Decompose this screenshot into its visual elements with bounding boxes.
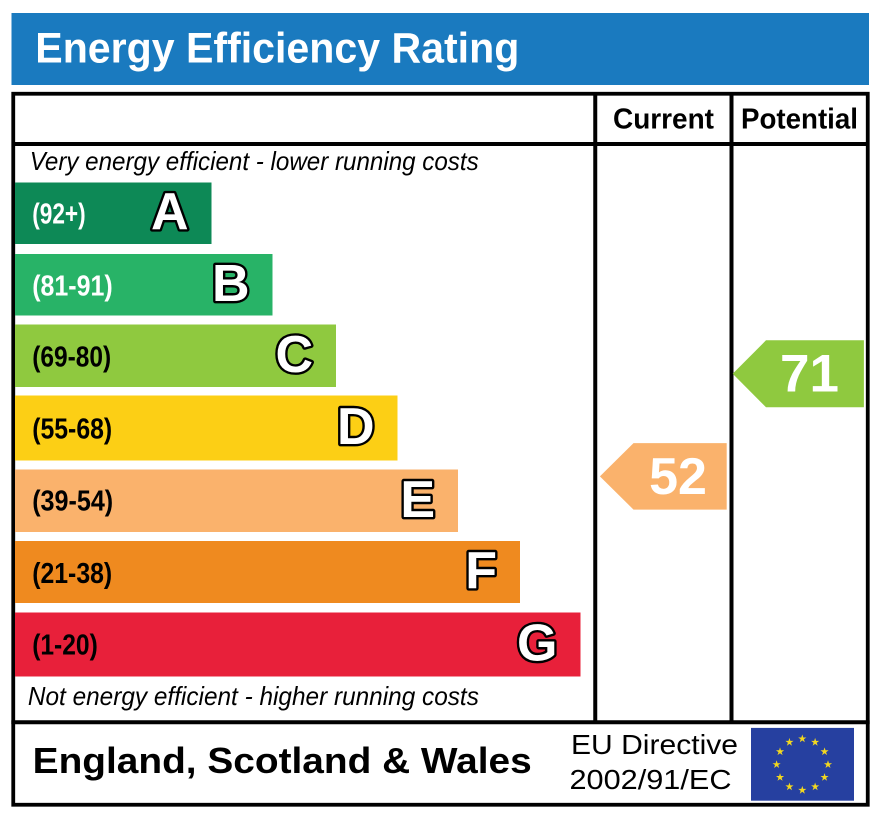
svg-text:G: G	[517, 615, 557, 673]
svg-text:C: C	[275, 326, 313, 384]
svg-text:Current: Current	[613, 104, 714, 136]
svg-text:E: E	[400, 471, 435, 529]
svg-text:(69-80): (69-80)	[32, 342, 111, 374]
svg-text:A: A	[151, 183, 189, 241]
svg-text:(55-68): (55-68)	[32, 413, 112, 445]
svg-text:71: 71	[780, 345, 839, 404]
svg-text:B: B	[212, 255, 250, 313]
svg-text:Potential: Potential	[741, 104, 858, 136]
svg-text:F: F	[465, 542, 497, 600]
svg-text:EU Directive: EU Directive	[571, 729, 738, 760]
svg-text:(81-91): (81-91)	[32, 271, 113, 303]
svg-text:England, Scotland & Wales: England, Scotland & Wales	[33, 740, 532, 781]
svg-text:2002/91/EC: 2002/91/EC	[570, 764, 732, 795]
svg-text:Not energy efficient - higher: Not energy efficient - higher running co…	[28, 681, 479, 711]
svg-text:D: D	[337, 398, 375, 456]
svg-text:(21-38): (21-38)	[32, 558, 112, 590]
svg-text:Energy Efficiency Rating: Energy Efficiency Rating	[35, 26, 519, 73]
svg-text:(1-20): (1-20)	[32, 630, 98, 662]
svg-text:(92+): (92+)	[32, 199, 85, 231]
svg-text:(39-54): (39-54)	[32, 485, 113, 517]
svg-text:Very energy efficient - lower: Very energy efficient - lower running co…	[30, 146, 479, 176]
svg-text:52: 52	[649, 448, 707, 506]
